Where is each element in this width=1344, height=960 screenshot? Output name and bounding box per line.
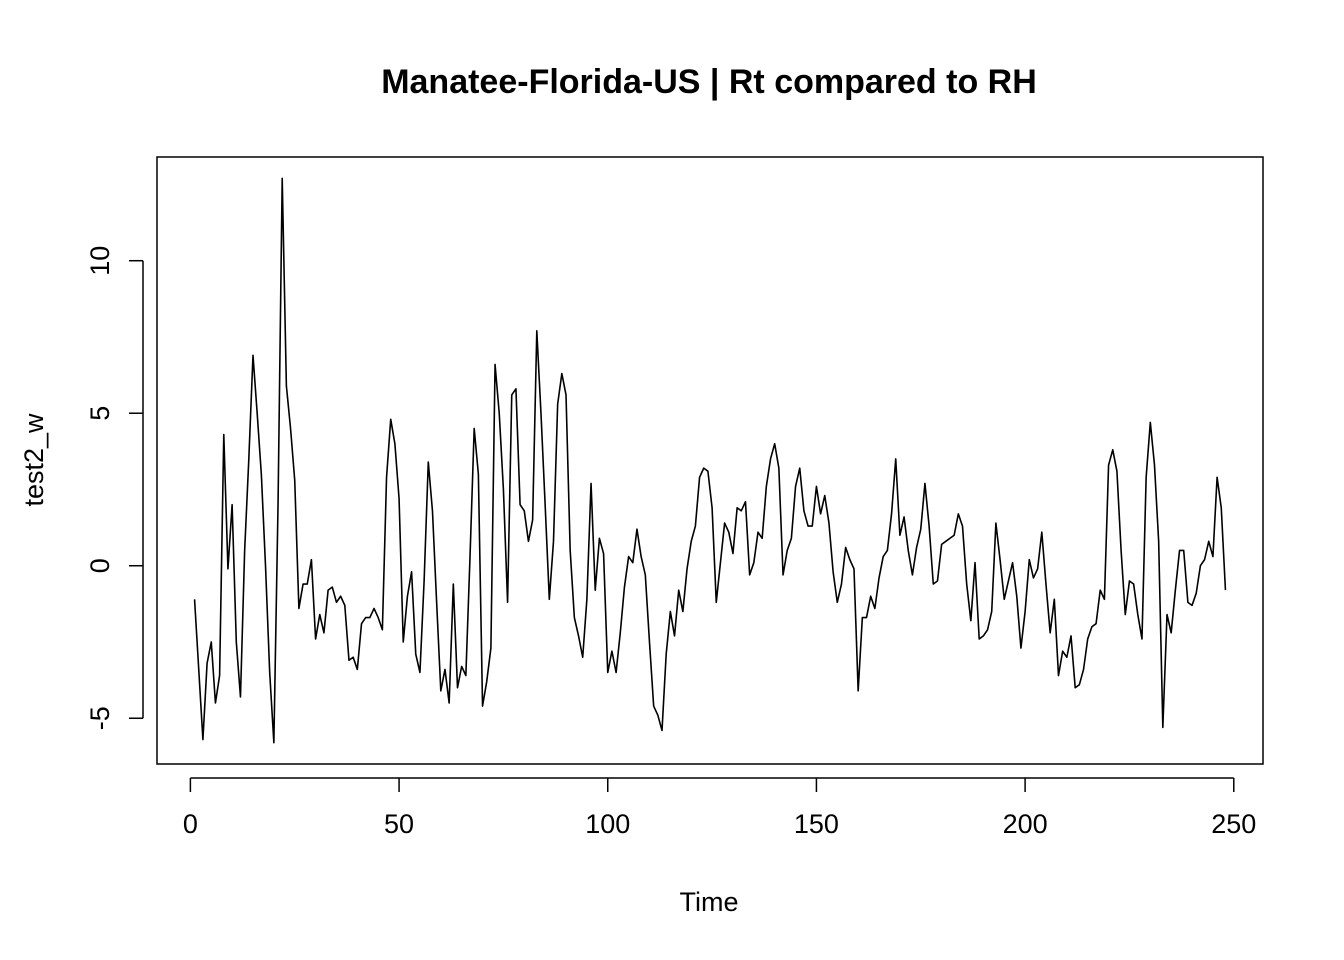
series-layer — [193, 177, 1227, 744]
x-tick-label: 150 — [794, 809, 839, 839]
y-tick-label: 5 — [85, 406, 115, 421]
x-tick-label: 250 — [1211, 809, 1256, 839]
x-tick-label: 50 — [384, 809, 414, 839]
chart-title: Manatee-Florida-US | Rt compared to RH — [381, 63, 1037, 101]
y-tick-label: -5 — [85, 706, 115, 730]
y-axis: -5 0 5 10 — [85, 246, 144, 730]
y-tick-label: 10 — [85, 246, 115, 276]
plot-frame — [156, 156, 1264, 765]
x-axis: 0 50 100 150 200 250 — [183, 777, 1256, 839]
x-tick-label: 0 — [183, 809, 198, 839]
x-axis-label: Time — [680, 887, 739, 917]
y-axis-label: test2_w — [19, 413, 49, 507]
x-tick-label: 200 — [1003, 809, 1048, 839]
x-tick-label: 100 — [585, 809, 630, 839]
series-line — [193, 177, 1227, 744]
y-tick-label: 0 — [85, 558, 115, 573]
